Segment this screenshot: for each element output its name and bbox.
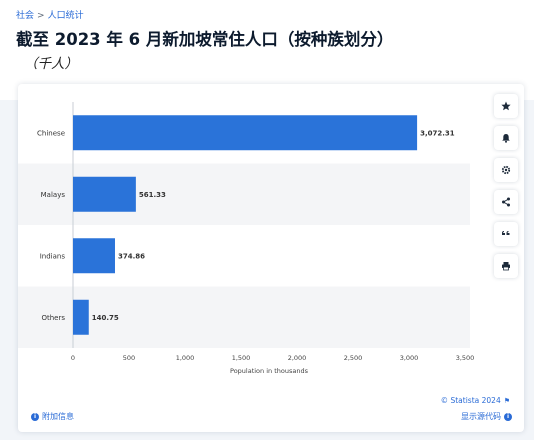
x-axis-label: Population in thousands [230, 367, 309, 375]
x-tick-label: 1,000 [176, 354, 195, 362]
breadcrumb-item-demographics[interactable]: 人口统计 [47, 11, 84, 21]
additional-info-label: 附加信息 [42, 412, 74, 421]
x-tick-label: 2,500 [344, 354, 363, 362]
category-label: Chinese [37, 129, 65, 137]
bar-malays [73, 176, 136, 212]
chart-card: Chinese 3,072.31 Malays 561.33 Indians 374.86… [18, 84, 524, 432]
info-icon: i [504, 412, 512, 421]
flag-icon: ⚑ [503, 396, 510, 405]
value-label: 140.75 [92, 314, 119, 322]
bar-chinese [73, 115, 418, 151]
page-title: 截至 2023 年 6 月新加坡常住人口（按种族划分） [16, 30, 394, 49]
additional-info-link[interactable]: i 附加信息 [31, 411, 74, 422]
bar-indians [73, 238, 115, 274]
quote-icon[interactable] [494, 222, 518, 246]
statista-credit[interactable]: © Statista 2024 ⚑ [441, 396, 510, 405]
gear-icon[interactable] [494, 158, 518, 182]
x-tick-label: 2,000 [288, 354, 307, 362]
header: 社会 > 人口统计 截至 2023 年 6 月新加坡常住人口（按种族划分） （千人） [0, 0, 534, 100]
credit-text: © Statista 2024 [440, 396, 501, 405]
share-icon[interactable] [494, 190, 518, 214]
x-tick-label: 0 [71, 354, 75, 362]
show-source-link[interactable]: 显示源代码 i [461, 411, 512, 422]
bar-others [73, 299, 89, 335]
category-label: Malays [41, 191, 66, 199]
info-icon: i [31, 412, 39, 421]
breadcrumb-item-society[interactable]: 社会 [16, 11, 35, 21]
category-label: Indians [40, 252, 66, 260]
bell-icon[interactable] [494, 126, 518, 150]
x-tick-label: 3,000 [400, 354, 419, 362]
x-tick-label: 3,500 [456, 354, 475, 362]
value-label: 3,072.31 [420, 129, 455, 137]
breadcrumb: 社会 > 人口统计 [16, 8, 84, 21]
bar-chart: Chinese 3,072.31 Malays 561.33 Indians 374.86… [18, 102, 475, 375]
star-icon[interactable] [494, 94, 518, 118]
x-tick-label: 1,500 [232, 354, 251, 362]
category-label: Others [41, 314, 65, 322]
print-icon[interactable] [494, 254, 518, 278]
row-band [18, 286, 470, 348]
value-label: 374.86 [118, 252, 145, 260]
show-source-label: 显示源代码 [461, 412, 501, 421]
x-tick-label: 500 [123, 354, 135, 362]
page-subtitle: （千人） [24, 56, 78, 72]
value-label: 561.33 [139, 191, 166, 199]
breadcrumb-separator: > [37, 11, 45, 21]
